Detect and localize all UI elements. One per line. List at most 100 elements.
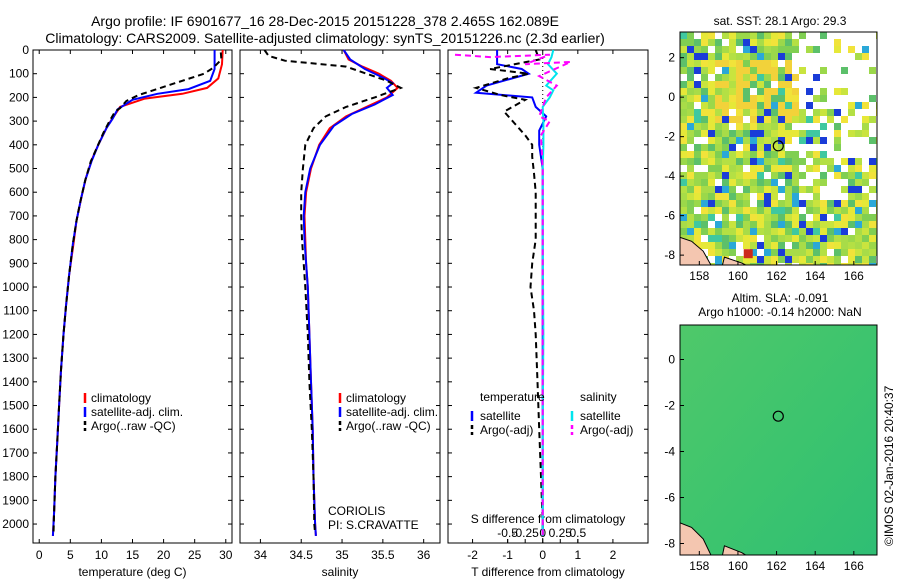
y-tick-label: 0 (22, 43, 29, 57)
annotation-text: PI: S.CRAVATTE (328, 518, 419, 532)
argo-position-marker (772, 140, 784, 152)
y-tick-label: 2 (668, 51, 675, 65)
x-tick-label: 166 (844, 269, 864, 283)
y-tick-label: 600 (9, 185, 29, 199)
legend-label: satellite (480, 409, 521, 423)
x-tick-label: 164 (805, 559, 825, 573)
y-tick-label: 0 (668, 353, 675, 367)
y-tick-label: -6 (664, 491, 675, 505)
y-tick-label: 1500 (2, 399, 29, 413)
series-argo-raw-qc- (52, 52, 223, 534)
legend-label: climatology (346, 391, 406, 405)
y-tick-label: -8 (664, 537, 675, 551)
y-tick-label: -6 (664, 209, 675, 223)
annotation-text: CORIOLIS (328, 504, 385, 518)
x-axis-label: T difference from climatology (471, 565, 625, 579)
x-tick-label: 162 (767, 559, 787, 573)
difference-profile-frame (447, 49, 649, 544)
x-tick-label: 5 (67, 548, 74, 562)
y-tick-label: -4 (664, 169, 675, 183)
difference-profile: -2 -1 0 1 2 T difference from climatology -0.5… (447, 49, 649, 579)
series-argo-raw-qc- (263, 49, 404, 534)
x-tick-label: 34.5 (290, 548, 314, 562)
chart-title-line1: Argo profile: IF 6901677_16 28-Dec-2015 … (91, 13, 559, 29)
sla-map-field (680, 325, 877, 555)
legend-label: Argo(-adj) (580, 423, 633, 437)
legend-header: salinity (580, 390, 617, 404)
y-tick-label: -2 (664, 130, 675, 144)
x-tick-label: 158 (689, 559, 709, 573)
y-tick-label: 1200 (2, 327, 29, 341)
series-t-argo-adj- (472, 49, 544, 536)
x-tick-label: 34 (254, 548, 268, 562)
sla-map-frame (679, 324, 878, 556)
x-axis-label: salinity (322, 565, 359, 579)
argo-position-marker (772, 410, 784, 422)
x-tick-label: 35 (335, 548, 349, 562)
y-tick-label: 500 (9, 162, 29, 176)
land-mass (721, 545, 747, 555)
salinity-profile-frame (239, 49, 441, 544)
y-tick-label: 1100 (3, 304, 29, 318)
y-tick-label: -4 (664, 445, 675, 459)
y-tick-label: 1300 (2, 351, 29, 365)
s-axis-label: S difference from climatology (471, 512, 626, 526)
temperature-profile-frame (32, 49, 233, 544)
y-tick-label: 1800 (2, 470, 29, 484)
y-tick-label: 1700 (2, 446, 29, 460)
sla-map-subtitle: Argo h1000: -0.14 h2000: NaN (698, 305, 862, 319)
land-mass (680, 522, 712, 555)
sst-map-title: sat. SST: 28.1 Argo: 29.3 (713, 14, 847, 28)
credit-text: ©IMOS 02-Jan-2016 20:40:37 (882, 385, 896, 546)
x-tick-label: 164 (805, 269, 825, 283)
legend-label: Argo(..raw -QC) (91, 419, 176, 433)
s-tick-label: 0.25 (549, 526, 573, 540)
land-mass (721, 256, 746, 265)
x-tick-label: 158 (689, 269, 709, 283)
sla-map: 158 160 162 164 166 -8 -6 -4 -2 0 (664, 324, 878, 573)
x-tick-label: 0 (539, 548, 546, 562)
x-tick-label: 36 (417, 548, 431, 562)
sla-map-title: Altim. SLA: -0.091 (731, 291, 829, 305)
difference-profile-legend: temperature salinitysatelliteArgo(-adj)sa… (470, 390, 633, 437)
y-tick-label: 900 (9, 256, 29, 270)
legend-label: satellite (580, 409, 621, 423)
s-tick-label: -0.25 (512, 526, 540, 540)
y-tick-label: 1400 (2, 375, 29, 389)
x-tick-label: 166 (844, 559, 864, 573)
sst-map-frame (679, 31, 878, 266)
salinity-profile: 34 34.5 35 35.5 36 salinity climatologysatelli… (239, 49, 441, 579)
x-tick-label: -2 (467, 548, 478, 562)
x-tick-label: 0 (36, 548, 43, 562)
x-tick-label: 35.5 (371, 548, 395, 562)
x-axis-label: temperature (deg C) (78, 565, 186, 579)
sst-map-field (680, 32, 877, 265)
series-t-satellite (473, 50, 548, 536)
y-tick-label: 300 (9, 114, 29, 128)
chart-title-line2: Climatology: CARS2009. Satellite-adjuste… (45, 30, 605, 46)
y-tick-label: 400 (9, 138, 29, 152)
s-tick-label: -0.5 (497, 526, 518, 540)
legend-label: climatology (91, 391, 151, 405)
x-tick-label: 20 (157, 548, 171, 562)
x-tick-label: 10 (95, 548, 109, 562)
y-tick-label: 1900 (2, 493, 29, 507)
s-tick-label: 0.5 (569, 526, 586, 540)
legend-header: temperature (480, 390, 545, 404)
series-s-argo-adj- (454, 53, 572, 536)
y-tick-label: -8 (664, 248, 675, 262)
y-tick-label: 0 (668, 90, 675, 104)
x-tick-label: 2 (610, 548, 617, 562)
x-tick-label: 160 (728, 269, 748, 283)
series-satellite-adj-clim- (51, 50, 216, 536)
legend-label: satellite-adj. clim. (346, 405, 438, 419)
hot-pixel (743, 249, 753, 259)
series-satellite-adj-clim- (302, 49, 395, 536)
y-tick-label: 100 (9, 67, 29, 81)
x-tick-label: 30 (219, 548, 233, 562)
legend-label: satellite-adj. clim. (91, 405, 183, 419)
legend-label: Argo(-adj) (480, 423, 533, 437)
temperature-profile: 0100200300400500600700800900100011001200… (2, 43, 232, 579)
